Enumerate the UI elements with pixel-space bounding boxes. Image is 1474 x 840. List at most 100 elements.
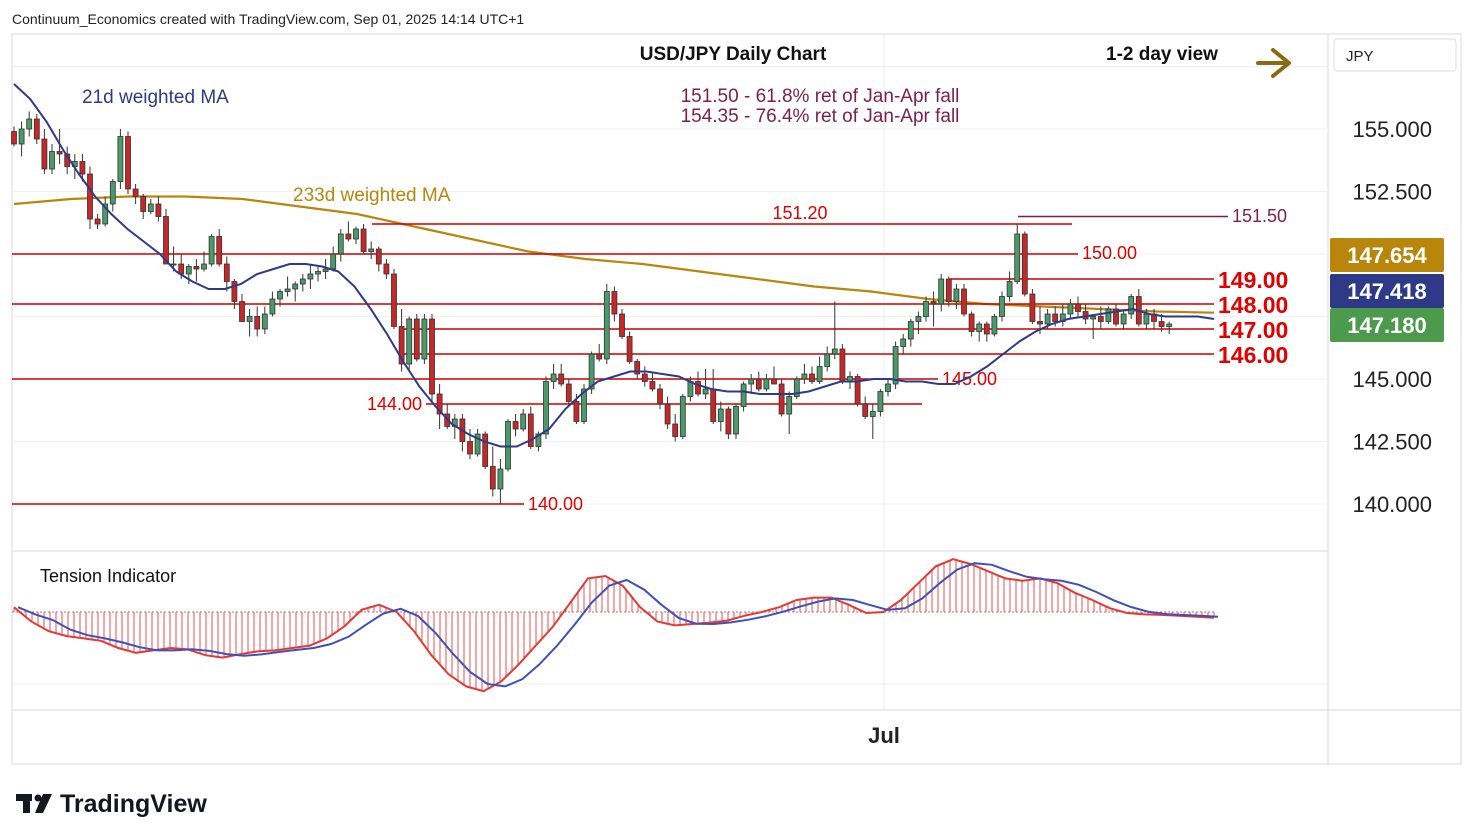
candle xyxy=(527,406,534,449)
candle-body xyxy=(1029,293,1036,322)
candle xyxy=(337,229,344,262)
candle xyxy=(299,274,306,292)
candle xyxy=(892,341,899,389)
currency-box[interactable] xyxy=(1333,38,1457,72)
price-axis[interactable]: 155.000 152.500 145.000 142.500 140.000 xyxy=(1352,117,1432,517)
candle-body xyxy=(1105,308,1112,322)
candle xyxy=(1097,306,1104,329)
candle xyxy=(383,259,390,279)
candle-body xyxy=(18,128,25,145)
level-label: 145.00 xyxy=(942,369,997,389)
tension-indicator-label: Tension Indicator xyxy=(40,566,176,586)
candle xyxy=(983,321,990,342)
candle xyxy=(824,346,831,372)
candle-body xyxy=(1097,316,1104,322)
candle xyxy=(596,344,603,362)
candle xyxy=(391,269,397,329)
retracement-618-label: 151.50 - 61.8% ret of Jan-Apr fall xyxy=(681,86,960,107)
candle-body xyxy=(854,376,861,405)
candle-body xyxy=(930,301,937,305)
candle-body xyxy=(505,421,511,470)
tradingview-logo: TradingView xyxy=(16,790,207,818)
candle xyxy=(1006,271,1013,302)
candle xyxy=(482,431,489,469)
candle-body xyxy=(1006,281,1013,297)
candle-body xyxy=(702,388,709,395)
candle xyxy=(961,284,967,317)
candle-body xyxy=(398,326,405,365)
candle xyxy=(999,291,1005,322)
candle xyxy=(208,234,215,267)
candle-body xyxy=(717,408,724,422)
candle-body xyxy=(163,216,169,265)
candle-body xyxy=(429,318,435,395)
candle xyxy=(915,311,922,334)
candle xyxy=(938,274,945,312)
candle xyxy=(292,281,299,302)
candle-body xyxy=(983,323,990,335)
candle xyxy=(1075,296,1081,317)
candle-body xyxy=(710,388,717,422)
candle xyxy=(657,384,663,409)
candle-body xyxy=(672,423,679,437)
candle xyxy=(269,291,276,317)
candle xyxy=(18,121,25,157)
candle-body xyxy=(140,196,147,212)
price-badge-label: 147.418 xyxy=(1347,279,1427,304)
candle-body xyxy=(641,373,648,382)
candle-body xyxy=(664,403,671,425)
candle-body xyxy=(261,313,268,330)
candle xyxy=(94,214,101,229)
candle xyxy=(634,359,641,379)
candle xyxy=(117,129,124,189)
candle-body xyxy=(558,373,565,385)
candle-body xyxy=(550,373,557,382)
candle xyxy=(398,309,405,372)
candle-body xyxy=(345,233,352,240)
y-tick-label: 140.000 xyxy=(1352,492,1432,517)
candle-body xyxy=(474,433,481,455)
candle xyxy=(755,371,762,392)
candle-body xyxy=(915,316,922,322)
candle xyxy=(41,129,48,174)
tension-indicator-pane xyxy=(12,558,1328,693)
candle xyxy=(877,389,884,417)
candlestick-series xyxy=(11,111,1173,504)
level-label: 144.00 xyxy=(367,394,422,414)
candle xyxy=(786,391,793,434)
candle xyxy=(771,366,777,385)
candle xyxy=(1067,299,1074,319)
candle xyxy=(953,284,960,309)
candle xyxy=(79,154,86,182)
candle-body xyxy=(223,263,230,282)
candle xyxy=(413,314,420,362)
candle-body xyxy=(11,131,17,145)
candle-body xyxy=(1090,316,1097,320)
candle-body xyxy=(885,383,891,392)
candle-body xyxy=(543,381,549,435)
candle-body xyxy=(132,188,139,197)
candle xyxy=(763,374,770,392)
candle xyxy=(862,396,869,419)
level-label: 148.00 xyxy=(1218,292,1288,318)
candle-body xyxy=(976,323,983,332)
candle xyxy=(421,314,428,364)
candle xyxy=(1120,311,1127,329)
candle-body xyxy=(170,263,177,266)
candle xyxy=(664,396,671,429)
candle-body xyxy=(869,411,876,417)
candle xyxy=(923,296,929,322)
candle-body xyxy=(862,403,869,417)
price-badge xyxy=(1330,308,1444,342)
level-label: 140.00 xyxy=(528,494,583,514)
candle xyxy=(223,256,230,292)
candle-body xyxy=(1113,308,1119,325)
candle xyxy=(930,291,937,327)
candle xyxy=(497,459,504,504)
candle-body xyxy=(634,361,641,375)
candle xyxy=(163,209,169,265)
tension-signal-line xyxy=(17,562,1219,688)
candle xyxy=(1128,294,1135,319)
candle-body xyxy=(809,373,815,382)
